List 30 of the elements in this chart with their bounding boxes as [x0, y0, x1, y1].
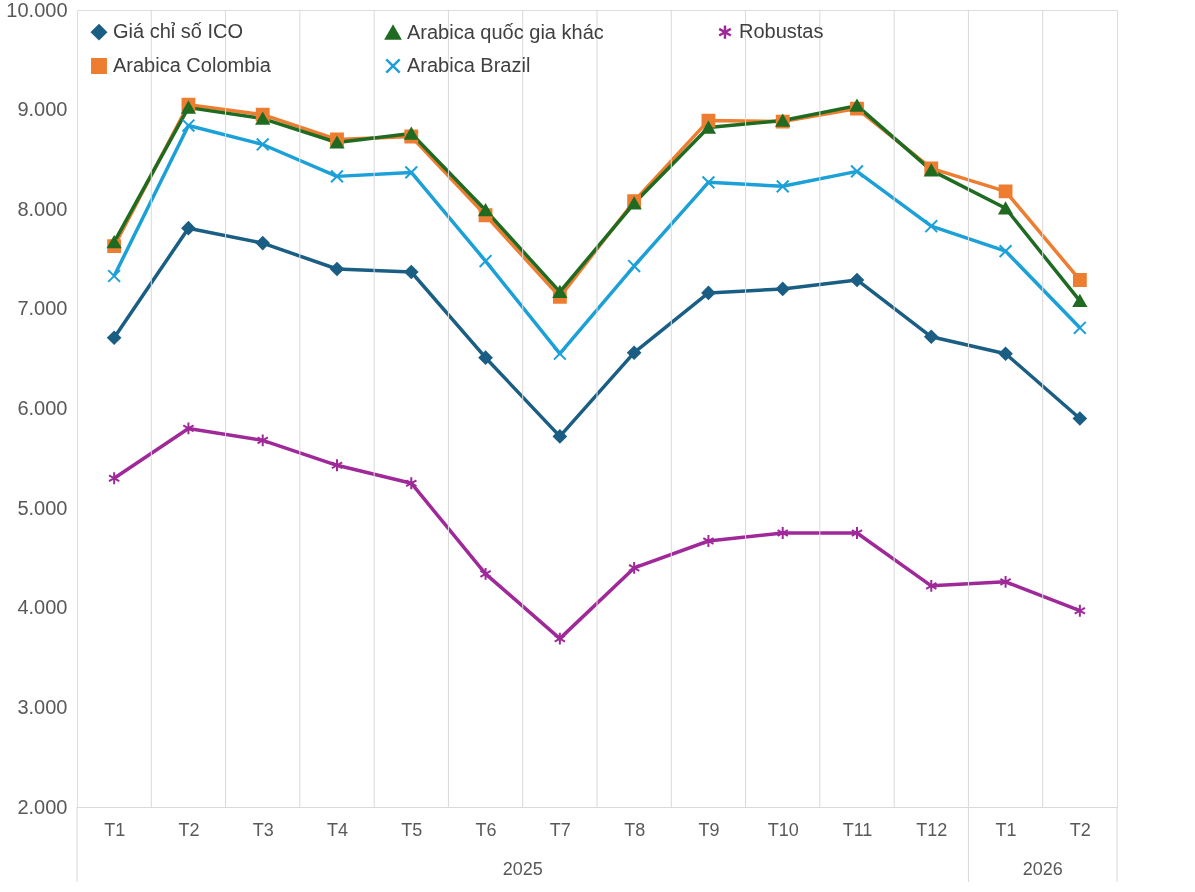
y-tick-label: 6.000	[17, 397, 68, 419]
y-tick-label: 4.000	[17, 596, 68, 619]
y-tick-label: 7.000	[17, 297, 68, 320]
text: 2025	[502, 859, 543, 879]
x-tick-label: T10	[767, 819, 799, 840]
x-tick-label: T11	[842, 819, 873, 840]
legend-label: Arabica Brazil	[407, 54, 531, 76]
x-tick-label: T2	[1069, 819, 1091, 840]
y-tick-label: 10.000	[6, 0, 68, 21]
x-tick-label: T5	[401, 819, 423, 840]
legend-label: Arabica Colombia	[113, 54, 272, 76]
x-tick-label: T6	[475, 819, 497, 840]
x-tick-label: T12	[916, 819, 948, 840]
x-tick-label: T4	[326, 819, 349, 840]
x-tick-label: T2	[178, 819, 200, 840]
x-tick-label: T9	[698, 819, 720, 840]
legend-label: Robustas	[739, 20, 824, 43]
y-tick-label: 5.000	[17, 496, 68, 519]
y-tick-label: 8.000	[17, 197, 68, 220]
legend-label: Giá chỉ số ICO	[113, 20, 244, 43]
x-tick-label: T7	[549, 819, 571, 840]
x-tick-label: T1	[995, 819, 1017, 840]
y-tick-label: 9.000	[17, 98, 68, 121]
y-tick-label: 2.000	[17, 795, 68, 818]
text: 2026	[1022, 859, 1063, 879]
x-tick-label: T8	[624, 819, 646, 840]
y-tick-label: 3.000	[17, 695, 68, 718]
x-tick-label: T3	[252, 819, 274, 840]
x-tick-label: T1	[104, 819, 126, 840]
legend-label: Arabica quốc gia khác	[407, 20, 604, 43]
